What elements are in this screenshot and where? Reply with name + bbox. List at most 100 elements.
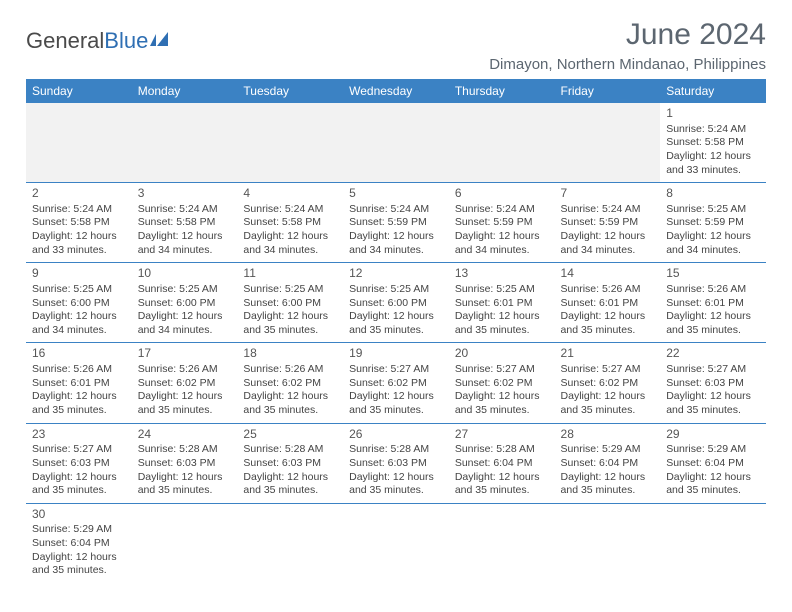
daylight-text: and 34 minutes.	[243, 244, 337, 258]
calendar-day: 14Sunrise: 5:26 AMSunset: 6:01 PMDayligh…	[555, 263, 661, 343]
calendar-day: 27Sunrise: 5:28 AMSunset: 6:04 PMDayligh…	[449, 423, 555, 503]
sunset-text: Sunset: 5:58 PM	[32, 216, 126, 230]
daylight-text: and 34 minutes.	[32, 324, 126, 338]
calendar-day: 8Sunrise: 5:25 AMSunset: 5:59 PMDaylight…	[660, 183, 766, 263]
daylight-text: and 35 minutes.	[243, 404, 337, 418]
calendar-day: 7Sunrise: 5:24 AMSunset: 5:59 PMDaylight…	[555, 183, 661, 263]
calendar-day: 17Sunrise: 5:26 AMSunset: 6:02 PMDayligh…	[132, 343, 238, 423]
sunset-text: Sunset: 6:01 PM	[455, 297, 549, 311]
logo-flag-icon	[150, 32, 176, 50]
sunrise-text: Sunrise: 5:28 AM	[138, 443, 232, 457]
sunrise-text: Sunrise: 5:29 AM	[561, 443, 655, 457]
calendar-day: 26Sunrise: 5:28 AMSunset: 6:03 PMDayligh…	[343, 423, 449, 503]
daylight-text: and 35 minutes.	[455, 324, 549, 338]
daylight-text: Daylight: 12 hours	[666, 230, 760, 244]
day-number: 10	[138, 266, 232, 282]
daylight-text: Daylight: 12 hours	[666, 150, 760, 164]
calendar-day: 15Sunrise: 5:26 AMSunset: 6:01 PMDayligh…	[660, 263, 766, 343]
day-number: 30	[32, 507, 126, 523]
daylight-text: and 35 minutes.	[138, 484, 232, 498]
daylight-text: Daylight: 12 hours	[138, 310, 232, 324]
daylight-text: and 35 minutes.	[243, 484, 337, 498]
sunrise-text: Sunrise: 5:26 AM	[138, 363, 232, 377]
day-number: 16	[32, 346, 126, 362]
sunrise-text: Sunrise: 5:25 AM	[32, 283, 126, 297]
calendar-empty	[660, 503, 766, 583]
sunrise-text: Sunrise: 5:24 AM	[138, 203, 232, 217]
daylight-text: Daylight: 12 hours	[666, 390, 760, 404]
day-number: 24	[138, 427, 232, 443]
daylight-text: Daylight: 12 hours	[349, 390, 443, 404]
location: Dimayon, Northern Mindanao, Philippines	[489, 56, 766, 73]
daylight-text: and 34 minutes.	[666, 244, 760, 258]
daylight-text: Daylight: 12 hours	[455, 390, 549, 404]
daylight-text: Daylight: 12 hours	[349, 471, 443, 485]
calendar-day: 16Sunrise: 5:26 AMSunset: 6:01 PMDayligh…	[26, 343, 132, 423]
weekday-header-row: SundayMondayTuesdayWednesdayThursdayFrid…	[26, 79, 766, 103]
calendar-table: SundayMondayTuesdayWednesdayThursdayFrid…	[26, 79, 766, 583]
sunrise-text: Sunrise: 5:25 AM	[349, 283, 443, 297]
daylight-text: and 35 minutes.	[32, 564, 126, 578]
day-number: 3	[138, 186, 232, 202]
calendar-day: 2Sunrise: 5:24 AMSunset: 5:58 PMDaylight…	[26, 183, 132, 263]
daylight-text: and 35 minutes.	[561, 324, 655, 338]
daylight-text: Daylight: 12 hours	[32, 310, 126, 324]
day-number: 1	[666, 106, 760, 122]
sunset-text: Sunset: 6:02 PM	[561, 377, 655, 391]
daylight-text: Daylight: 12 hours	[243, 230, 337, 244]
calendar-day: 12Sunrise: 5:25 AMSunset: 6:00 PMDayligh…	[343, 263, 449, 343]
daylight-text: Daylight: 12 hours	[138, 471, 232, 485]
day-number: 28	[561, 427, 655, 443]
day-number: 26	[349, 427, 443, 443]
sunset-text: Sunset: 5:59 PM	[455, 216, 549, 230]
calendar-day: 13Sunrise: 5:25 AMSunset: 6:01 PMDayligh…	[449, 263, 555, 343]
daylight-text: and 34 minutes.	[561, 244, 655, 258]
calendar-day: 22Sunrise: 5:27 AMSunset: 6:03 PMDayligh…	[660, 343, 766, 423]
calendar-day: 24Sunrise: 5:28 AMSunset: 6:03 PMDayligh…	[132, 423, 238, 503]
sunrise-text: Sunrise: 5:29 AM	[32, 523, 126, 537]
day-number: 22	[666, 346, 760, 362]
sunset-text: Sunset: 6:01 PM	[666, 297, 760, 311]
day-number: 15	[666, 266, 760, 282]
day-number: 20	[455, 346, 549, 362]
daylight-text: and 34 minutes.	[455, 244, 549, 258]
day-number: 27	[455, 427, 549, 443]
sunrise-text: Sunrise: 5:26 AM	[666, 283, 760, 297]
daylight-text: and 35 minutes.	[138, 404, 232, 418]
sunrise-text: Sunrise: 5:24 AM	[455, 203, 549, 217]
sunset-text: Sunset: 6:01 PM	[561, 297, 655, 311]
sunrise-text: Sunrise: 5:24 AM	[561, 203, 655, 217]
daylight-text: Daylight: 12 hours	[561, 390, 655, 404]
calendar-day: 1Sunrise: 5:24 AMSunset: 5:58 PMDaylight…	[660, 103, 766, 183]
sunset-text: Sunset: 5:59 PM	[349, 216, 443, 230]
sunset-text: Sunset: 6:03 PM	[666, 377, 760, 391]
sunrise-text: Sunrise: 5:27 AM	[455, 363, 549, 377]
logo: GeneralBlue	[26, 28, 176, 54]
weekday-header: Saturday	[660, 79, 766, 103]
daylight-text: and 35 minutes.	[561, 404, 655, 418]
daylight-text: Daylight: 12 hours	[32, 551, 126, 565]
weekday-header: Tuesday	[237, 79, 343, 103]
day-number: 9	[32, 266, 126, 282]
calendar-empty	[26, 103, 132, 183]
daylight-text: and 35 minutes.	[349, 324, 443, 338]
daylight-text: and 34 minutes.	[138, 244, 232, 258]
day-number: 23	[32, 427, 126, 443]
sunset-text: Sunset: 5:59 PM	[666, 216, 760, 230]
sunset-text: Sunset: 6:04 PM	[455, 457, 549, 471]
sunset-text: Sunset: 5:59 PM	[561, 216, 655, 230]
calendar-day: 5Sunrise: 5:24 AMSunset: 5:59 PMDaylight…	[343, 183, 449, 263]
calendar-day: 18Sunrise: 5:26 AMSunset: 6:02 PMDayligh…	[237, 343, 343, 423]
daylight-text: and 33 minutes.	[666, 164, 760, 178]
daylight-text: Daylight: 12 hours	[561, 310, 655, 324]
daylight-text: and 35 minutes.	[32, 484, 126, 498]
sunrise-text: Sunrise: 5:25 AM	[666, 203, 760, 217]
calendar-day: 25Sunrise: 5:28 AMSunset: 6:03 PMDayligh…	[237, 423, 343, 503]
day-number: 25	[243, 427, 337, 443]
sunrise-text: Sunrise: 5:25 AM	[243, 283, 337, 297]
calendar-empty	[343, 503, 449, 583]
sunrise-text: Sunrise: 5:29 AM	[666, 443, 760, 457]
title-block: June 2024 Dimayon, Northern Mindanao, Ph…	[489, 18, 766, 73]
calendar-week: 30Sunrise: 5:29 AMSunset: 6:04 PMDayligh…	[26, 503, 766, 583]
calendar-day: 11Sunrise: 5:25 AMSunset: 6:00 PMDayligh…	[237, 263, 343, 343]
